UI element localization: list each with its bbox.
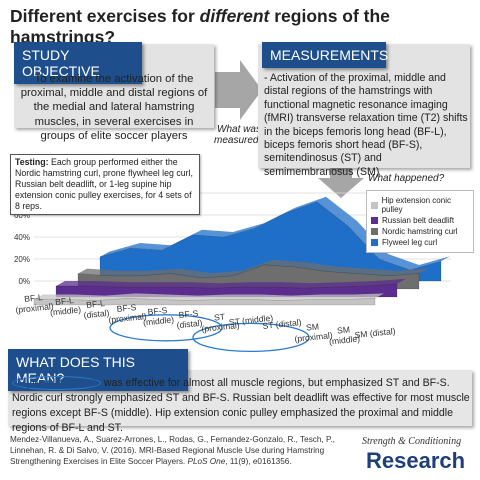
legend-label: Flyweel leg curl xyxy=(382,238,438,247)
measurements-heading: MEASUREMENTS xyxy=(262,42,388,68)
meaning-text: Flyweel leg curl was effective for almos… xyxy=(12,376,470,436)
legend-entry: Russian belt deadlift xyxy=(371,216,469,225)
citation-text: Mendez-Villanueva, A., Suarez-Arrones, L… xyxy=(10,435,335,466)
area-top xyxy=(56,278,406,289)
area xyxy=(99,201,442,282)
testing-box: Testing: Each group performed either the… xyxy=(10,154,200,215)
legend-label: Nordic hamstring curl xyxy=(382,227,458,236)
y-tick-label: 0% xyxy=(18,277,30,286)
title-text: Different exercises for xyxy=(10,6,200,26)
arrow xyxy=(215,60,262,120)
measured-label: What was measured? xyxy=(214,124,265,146)
legend-entry: Flyweel leg curl xyxy=(371,238,469,247)
testing-text: Each group performed either the Nordic h… xyxy=(15,157,193,211)
arrow xyxy=(318,168,364,198)
meaning-heading: WHAT DOES THIS MEAN? xyxy=(8,349,188,391)
legend-entry: Hip extension conic pulley xyxy=(371,196,469,214)
title-emphasis: different xyxy=(199,6,270,26)
area-top xyxy=(34,293,384,301)
y-tick-label: 40% xyxy=(14,233,30,242)
legend-label: Russian belt deadlift xyxy=(382,216,455,225)
citation: Mendez-Villanueva, A., Suarez-Arrones, L… xyxy=(10,434,360,467)
y-tick-label: 60% xyxy=(14,211,30,220)
logo-line1: Strength & Conditioning xyxy=(362,436,462,447)
legend-swatch xyxy=(371,239,378,246)
objective-heading: STUDY OBJECTIVE xyxy=(14,42,142,84)
title: Different exercises for different region… xyxy=(10,6,480,48)
annotation-ellipse xyxy=(192,322,310,353)
testing-label: Testing: xyxy=(15,157,49,167)
y-tick-label: 20% xyxy=(14,255,30,264)
meaning-highlight: Flyweel leg curl xyxy=(12,376,101,390)
legend-swatch xyxy=(371,228,378,235)
area xyxy=(33,298,376,306)
annotation-ellipse xyxy=(109,314,223,342)
area-top xyxy=(78,259,428,278)
meaning-body: was effective for almost all muscle regi… xyxy=(12,377,470,434)
legend: Hip extension conic pulley Russian belt d… xyxy=(366,190,474,253)
measurements-text: - Activation of the proximal, middle and… xyxy=(264,72,468,178)
objective-text: To examine the activation of the proxima… xyxy=(20,73,208,142)
citation-journal: PLoS One xyxy=(187,457,226,466)
happened-label: What happened? xyxy=(368,173,445,184)
legend-swatch xyxy=(371,201,378,209)
logo-line2: Research xyxy=(366,448,466,473)
legend-swatch xyxy=(371,217,378,224)
legend-entry: Nordic hamstring curl xyxy=(371,227,469,236)
legend-label: Hip extension conic pulley xyxy=(381,196,451,214)
citation-text: , 11(9), e0161356. xyxy=(225,457,292,466)
